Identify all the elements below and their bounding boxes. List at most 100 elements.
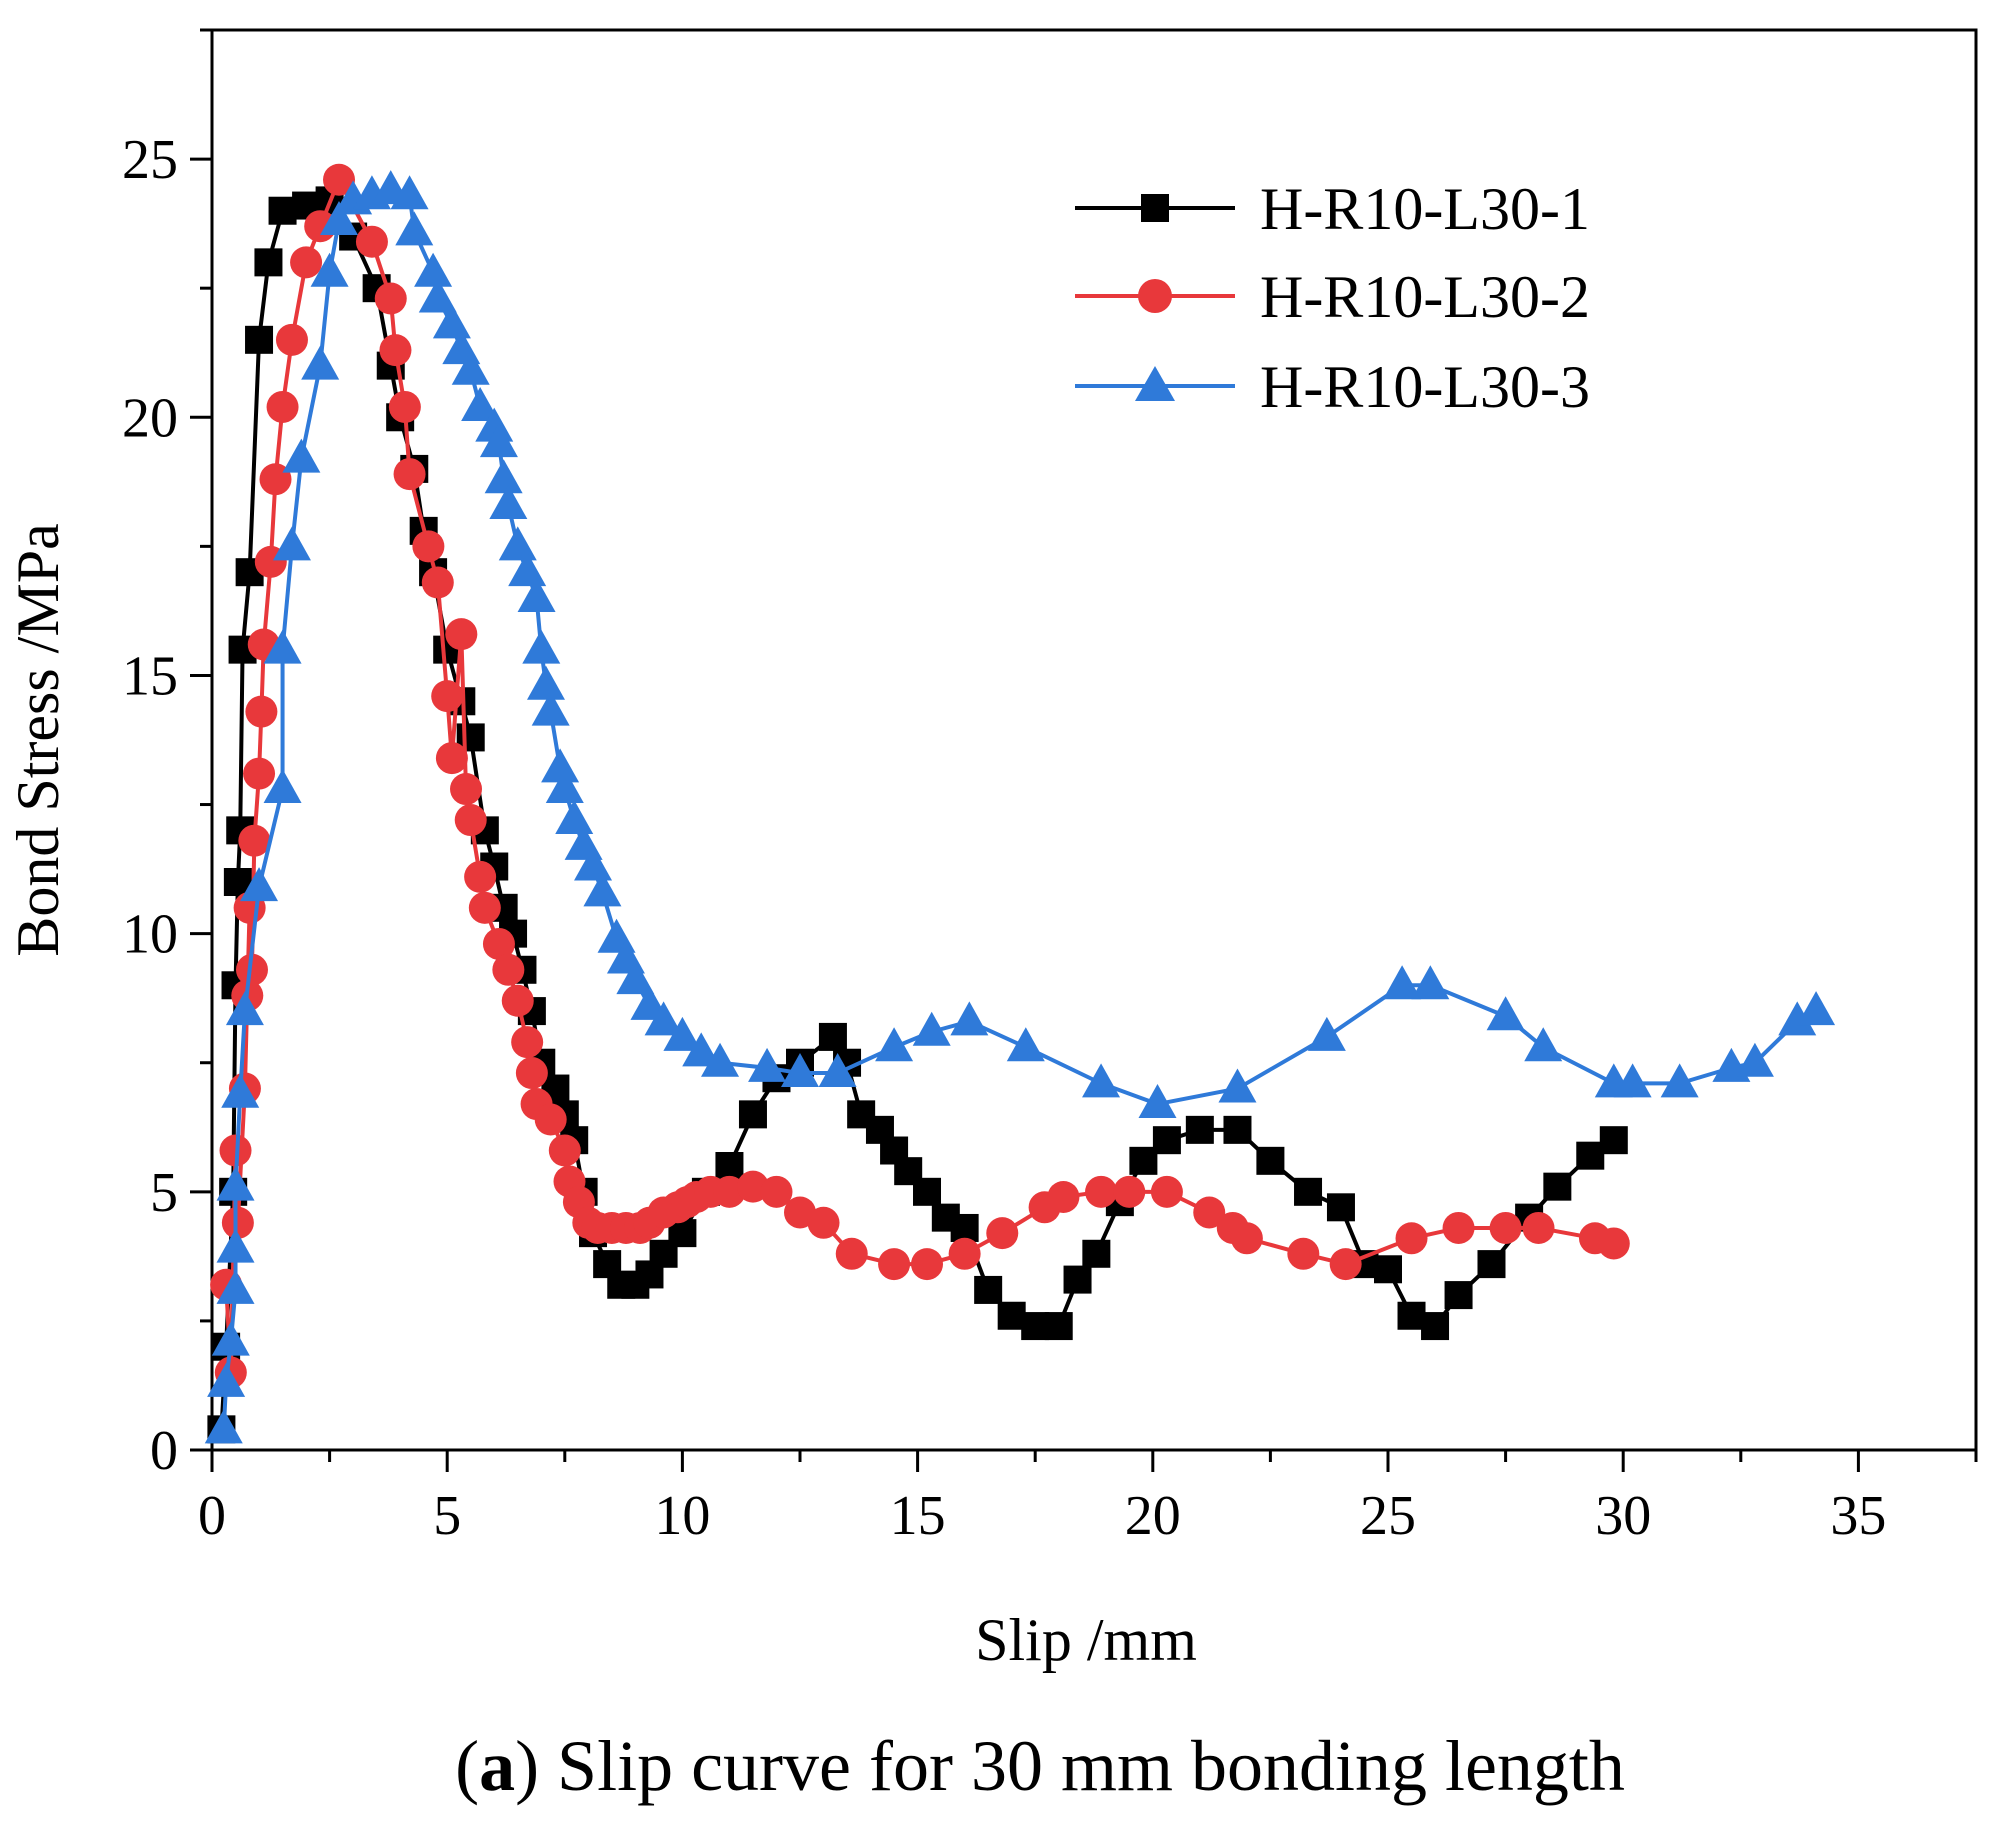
series-3 bbox=[204, 170, 1836, 1444]
y-tick-label: 0 bbox=[150, 1420, 178, 1482]
y-tick-label: 10 bbox=[122, 904, 178, 966]
data-point-triangle bbox=[912, 1011, 951, 1046]
data-point-triangle bbox=[663, 1016, 702, 1051]
data-point-triangle bbox=[531, 691, 570, 726]
data-point-triangle bbox=[508, 552, 547, 587]
data-point-triangle bbox=[216, 1228, 255, 1263]
data-point-triangle bbox=[1383, 965, 1422, 1000]
data-point-circle bbox=[245, 695, 278, 728]
legend-label-1: H-R10-L30-1 bbox=[1260, 176, 1590, 242]
data-point-circle bbox=[534, 1103, 567, 1136]
data-point-triangle bbox=[644, 1001, 683, 1036]
series-layer bbox=[204, 163, 1836, 1444]
data-point-circle bbox=[388, 390, 421, 423]
data-point-triangle bbox=[522, 629, 561, 664]
data-point-triangle bbox=[451, 350, 490, 385]
data-point-circle bbox=[1047, 1180, 1080, 1213]
data-point-circle bbox=[379, 334, 412, 367]
data-point-triangle bbox=[216, 1166, 255, 1201]
data-point-circle bbox=[450, 773, 483, 806]
data-point-triangle bbox=[1524, 1027, 1563, 1062]
data-point-triangle bbox=[875, 1027, 914, 1062]
data-point-square bbox=[1543, 1172, 1572, 1201]
data-point-square bbox=[913, 1177, 942, 1206]
data-point-triangle bbox=[1735, 1042, 1774, 1077]
data-point-triangle bbox=[1138, 1084, 1177, 1119]
data-point-circle bbox=[1193, 1196, 1226, 1229]
data-point-circle bbox=[454, 804, 487, 837]
data-point-circle bbox=[511, 1026, 544, 1059]
legend-marker-circle bbox=[1138, 279, 1172, 313]
data-point-circle bbox=[275, 323, 308, 356]
data-point-circle bbox=[515, 1057, 548, 1090]
data-point-triangle bbox=[240, 867, 279, 902]
legend-marker-triangle bbox=[1135, 366, 1175, 401]
data-point-square bbox=[1599, 1126, 1628, 1155]
data-point-triangle bbox=[701, 1042, 740, 1077]
data-point-triangle bbox=[216, 1269, 255, 1304]
x-tick-label: 20 bbox=[1125, 1485, 1181, 1547]
data-point-triangle bbox=[950, 1001, 989, 1036]
data-point-circle bbox=[1230, 1222, 1263, 1255]
x-tick-label: 35 bbox=[1830, 1485, 1886, 1547]
data-point-circle bbox=[290, 246, 323, 279]
data-point-circle bbox=[355, 225, 388, 258]
data-point-triangle bbox=[1082, 1063, 1121, 1098]
data-point-square bbox=[1444, 1281, 1473, 1310]
data-point-triangle bbox=[574, 846, 613, 881]
data-point-triangle bbox=[221, 1073, 260, 1108]
y-tick-label: 5 bbox=[150, 1162, 178, 1224]
data-point-triangle bbox=[418, 278, 457, 313]
data-point-circle bbox=[445, 618, 478, 651]
data-point-circle bbox=[1489, 1211, 1522, 1244]
data-point-square bbox=[1021, 1312, 1050, 1341]
data-point-triangle bbox=[432, 304, 471, 339]
data-point-circle bbox=[911, 1248, 944, 1281]
data-point-circle bbox=[323, 163, 356, 196]
data-point-square bbox=[1082, 1239, 1111, 1268]
data-point-circle bbox=[468, 891, 501, 924]
data-point-circle bbox=[835, 1237, 868, 1270]
data-point-circle bbox=[1113, 1175, 1146, 1208]
data-point-triangle bbox=[225, 991, 264, 1026]
data-point-triangle bbox=[498, 526, 537, 561]
caption-open-paren: ( bbox=[455, 1726, 479, 1806]
data-point-circle bbox=[548, 1134, 581, 1167]
data-point-circle bbox=[760, 1175, 793, 1208]
data-point-square bbox=[974, 1275, 1003, 1304]
data-point-triangle bbox=[489, 485, 528, 520]
data-point-circle bbox=[243, 757, 276, 790]
data-point-circle bbox=[482, 927, 515, 960]
data-point-circle bbox=[1395, 1222, 1428, 1255]
data-point-square bbox=[1044, 1312, 1073, 1341]
data-point-circle bbox=[1522, 1211, 1555, 1244]
x-tick-label: 10 bbox=[654, 1485, 710, 1547]
data-point-triangle bbox=[211, 1321, 250, 1356]
data-point-circle bbox=[393, 458, 426, 491]
data-point-square bbox=[1294, 1177, 1323, 1206]
caption-close-paren: ) bbox=[515, 1726, 539, 1806]
data-point-square bbox=[1374, 1255, 1402, 1284]
data-point-triangle bbox=[1218, 1068, 1257, 1103]
data-point-triangle bbox=[1778, 1001, 1817, 1036]
data-point-triangle bbox=[282, 438, 321, 473]
data-point-triangle bbox=[541, 748, 580, 783]
caption-text: Slip curve for 30 mm bonding length bbox=[539, 1726, 1625, 1806]
data-point-square bbox=[1326, 1193, 1355, 1222]
data-point-square bbox=[1256, 1146, 1285, 1175]
y-tick-label: 25 bbox=[122, 129, 178, 191]
data-point-square bbox=[818, 1022, 847, 1051]
series-2 bbox=[210, 163, 1630, 1389]
data-point-circle bbox=[948, 1237, 981, 1270]
data-point-circle bbox=[1287, 1237, 1320, 1270]
data-point-triangle bbox=[748, 1047, 787, 1082]
data-point-circle bbox=[421, 566, 454, 599]
legend-marker-square bbox=[1141, 194, 1169, 222]
data-point-triangle bbox=[320, 201, 359, 236]
data-point-circle bbox=[464, 860, 497, 893]
data-point-circle bbox=[1329, 1248, 1362, 1281]
legend-label-3: H-R10-L30-3 bbox=[1260, 354, 1590, 420]
x-tick-label: 30 bbox=[1595, 1485, 1651, 1547]
data-point-square bbox=[1185, 1115, 1214, 1144]
data-point-triangle bbox=[682, 1032, 721, 1067]
